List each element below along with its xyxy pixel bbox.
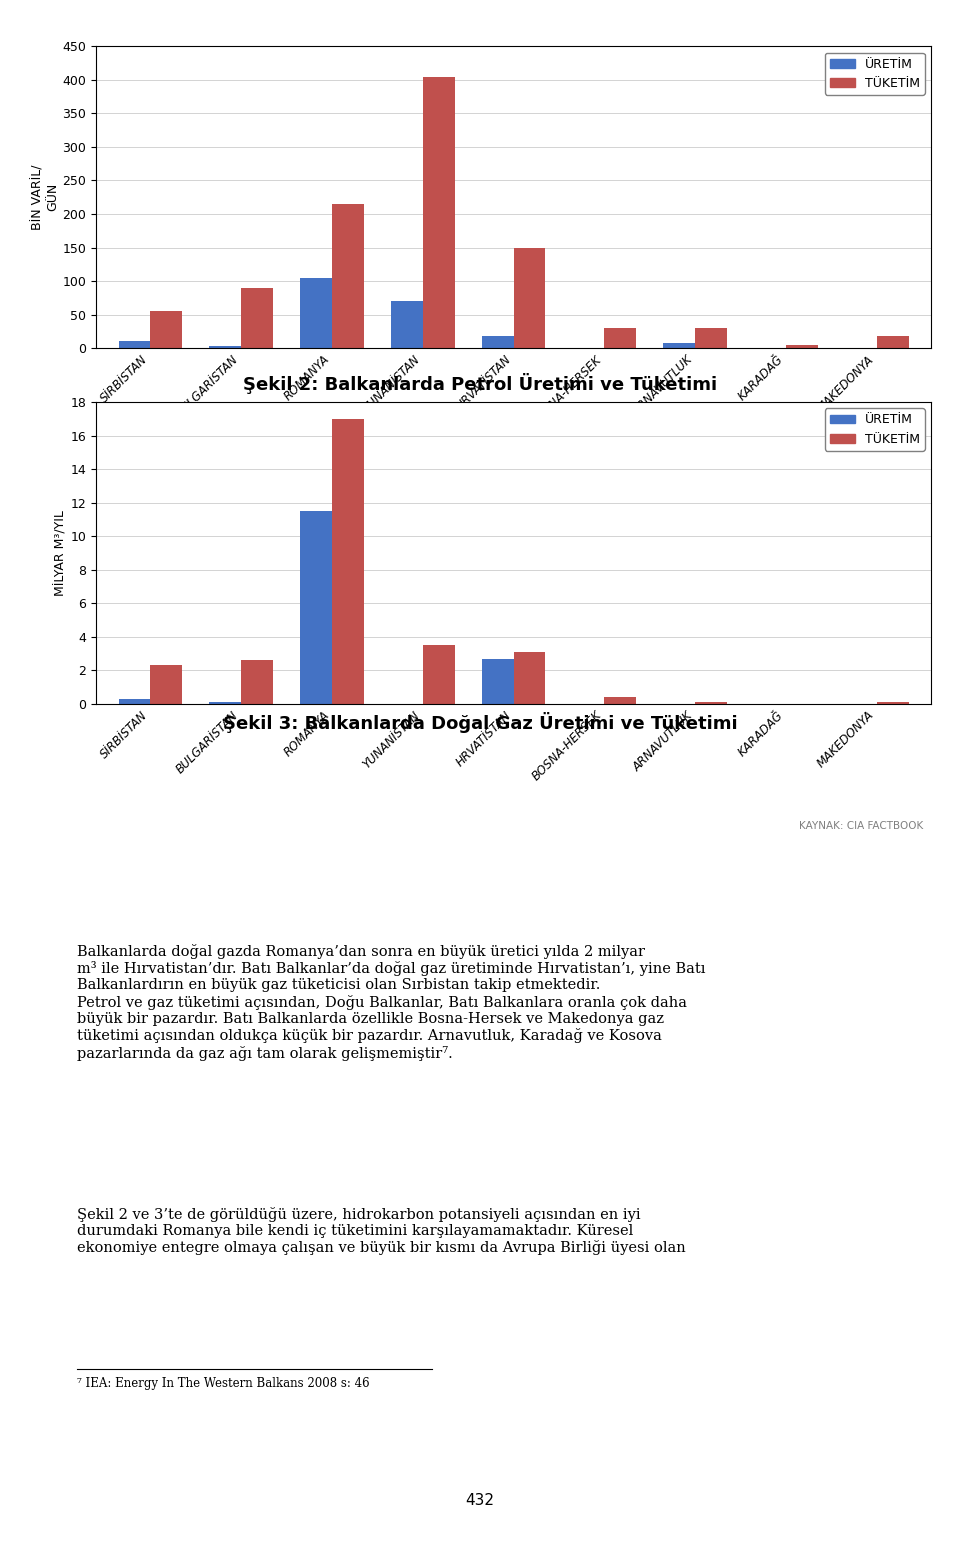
Bar [605, 328, 636, 348]
Bar [514, 651, 545, 704]
Bar [695, 328, 727, 348]
Bar [332, 419, 364, 704]
Bar [241, 288, 273, 348]
Bar [332, 204, 364, 348]
Bar [119, 342, 151, 348]
Bar [422, 77, 455, 348]
Text: Şekil 2 ve 3’te de görüldüğü üzere, hidrokarbon potansiyeli açısından en iyi
dur: Şekil 2 ve 3’te de görüldüğü üzere, hidr… [77, 1207, 685, 1255]
Text: KAYNAK: CIA FACTBOOK: KAYNAK: CIA FACTBOOK [799, 464, 923, 475]
Bar [876, 336, 908, 348]
Bar [300, 278, 332, 348]
Bar [876, 702, 908, 704]
Bar [209, 347, 241, 348]
Bar [300, 511, 332, 704]
Text: KAYNAK: CIA FACTBOOK: KAYNAK: CIA FACTBOOK [799, 820, 923, 831]
Bar [209, 702, 241, 704]
Text: Şekil 2: Balkanlarda Petrol Üretimi ve Tüketimi: Şekil 2: Balkanlarda Petrol Üretimi ve T… [243, 373, 717, 394]
Text: Balkanlarda doğal gazda Romanya’dan sonra en büyük üretici yılda 2 milyar
m³ ile: Balkanlarda doğal gazda Romanya’dan sonr… [77, 944, 706, 1061]
Text: 432: 432 [466, 1493, 494, 1508]
Bar [391, 302, 422, 348]
Bar [514, 248, 545, 348]
Text: Şekil 3: Balkanlarda Doğal Gaz Üretimi ve Tüketimi: Şekil 3: Balkanlarda Doğal Gaz Üretimi v… [223, 712, 737, 733]
Bar [151, 665, 182, 704]
Bar [241, 661, 273, 704]
Bar [482, 336, 514, 348]
Bar [119, 699, 151, 704]
Bar [663, 343, 695, 348]
Bar [422, 645, 455, 704]
Text: ⁷ IEA: Energy In The Western Balkans 2008 s: 46: ⁷ IEA: Energy In The Western Balkans 200… [77, 1377, 370, 1389]
Bar [151, 311, 182, 348]
Bar [786, 345, 818, 348]
Bar [695, 702, 727, 704]
Y-axis label: BİN VARİL/
GÜN: BİN VARİL/ GÜN [32, 164, 60, 231]
Legend: ÜRETİM, TÜKETİM: ÜRETİM, TÜKETİM [825, 53, 924, 94]
Bar [605, 698, 636, 704]
Bar [482, 659, 514, 704]
Legend: ÜRETİM, TÜKETİM: ÜRETİM, TÜKETİM [825, 408, 924, 450]
Y-axis label: MİLYAR M³/YIL: MİLYAR M³/YIL [55, 511, 67, 596]
